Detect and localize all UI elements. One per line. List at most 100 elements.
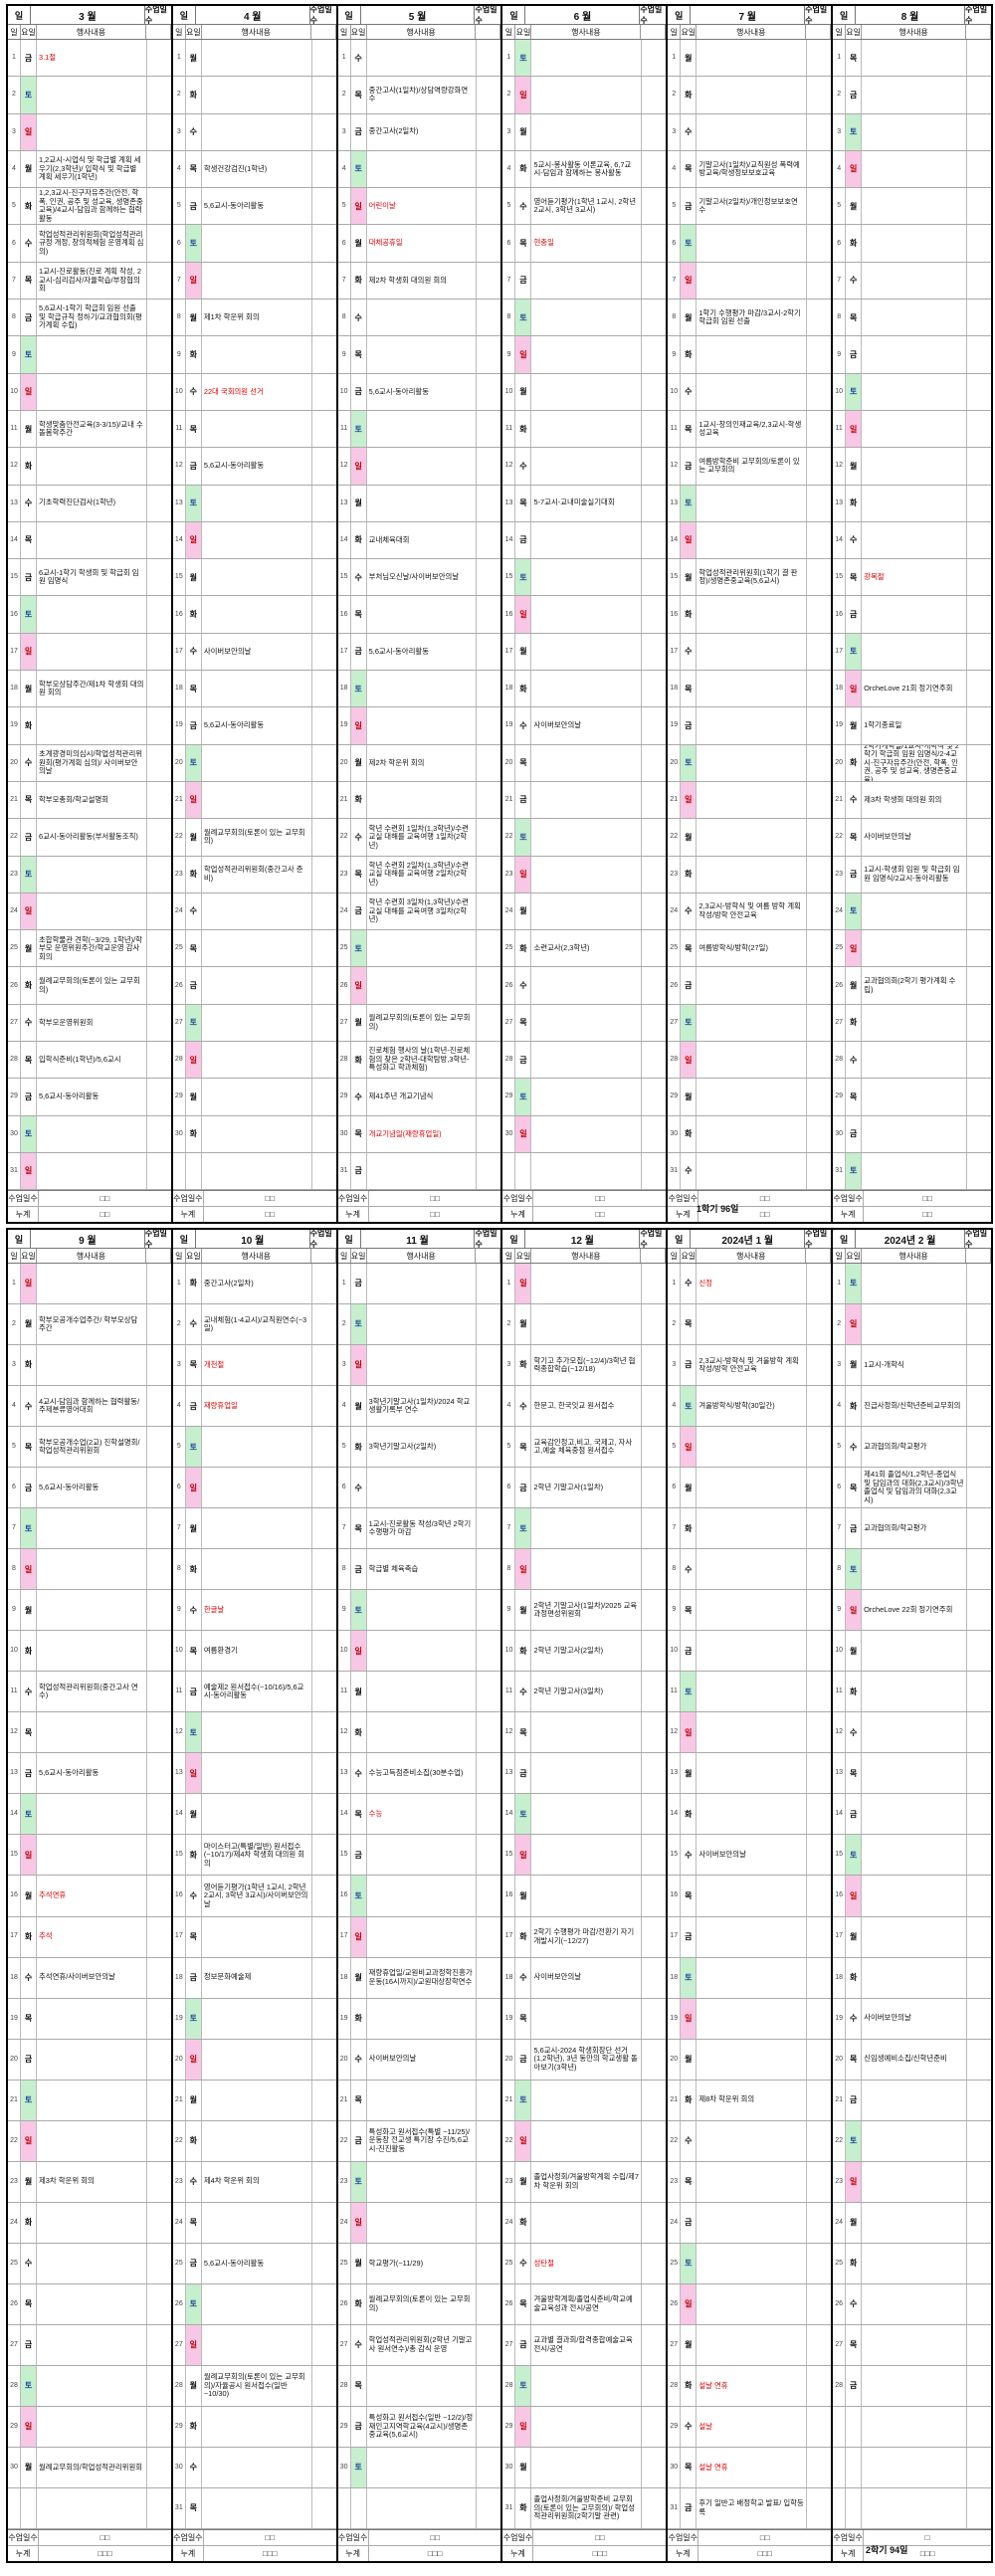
day-number: 12 xyxy=(833,448,847,485)
weekday: 금 xyxy=(681,2487,697,2528)
day-number: 27 xyxy=(8,2324,21,2365)
weekday: 금 xyxy=(351,892,367,930)
event-text xyxy=(37,2366,146,2406)
cumulative-value: □□□ xyxy=(919,2549,935,2558)
weekday: 목 xyxy=(351,1794,367,1835)
weekday: 토 xyxy=(846,633,863,671)
event-text: 광복절 xyxy=(864,572,885,582)
day-row: 28 토 xyxy=(502,2365,667,2407)
event-text: 겨울방학식/방학(30일간) xyxy=(698,1400,775,1410)
day-number: 1 xyxy=(833,1264,847,1304)
day-row: 12 금 여름방학준비 교무회의/토론이 있는 교무회의 xyxy=(668,448,832,486)
weekday: 금 xyxy=(186,188,202,225)
event-text: 한문고, 한국잇교 원서접수 xyxy=(533,1400,615,1410)
day-row: 31 토 xyxy=(833,1152,991,1191)
month-label: 일 xyxy=(502,1230,526,1248)
day-number: 25 xyxy=(338,930,351,967)
weekday: 목 xyxy=(186,150,202,188)
class-day-count xyxy=(641,1876,666,1916)
month-label: 일 xyxy=(502,6,526,24)
event-text xyxy=(531,2081,641,2120)
day-row: 28 화 진로체험 행사의 날(1학년-진로체험의 찾은 2학년-대학탐방,3학년-… xyxy=(337,1042,501,1080)
day-row: 6 수 학업성적관리위원회(학업성적관리규정 개정, 창의적체험 운영계획 심의) xyxy=(8,225,171,263)
day-number: 12 xyxy=(668,448,682,485)
day-number: 17 xyxy=(173,633,186,671)
day-row: 22 월 월례교무회의(토론이 있는 교무회의) xyxy=(172,819,336,857)
day-number: 11 xyxy=(668,410,682,448)
class-day-count xyxy=(145,1004,171,1042)
day-number: 5 xyxy=(833,188,847,225)
event-text xyxy=(202,2284,311,2324)
class-days-header: 수업일수 xyxy=(143,5,171,25)
class-day-count xyxy=(476,1508,500,1549)
event-text xyxy=(202,2081,311,2120)
class-day-count xyxy=(806,1631,831,1672)
day-row: 13 금 xyxy=(502,1753,667,1795)
day-number: 6 xyxy=(833,225,847,262)
day-row: 14 토 xyxy=(502,1794,667,1836)
class-day-count xyxy=(966,1998,991,2039)
day-row: 19 금 5,6교시-동아리활동 xyxy=(172,707,336,745)
day-row: 28 금 xyxy=(833,2365,991,2407)
class-day-count xyxy=(966,1712,991,1753)
weekday: 수 xyxy=(515,188,532,225)
cumulative-label: 누계 xyxy=(833,2546,865,2561)
cumulative-label: 누계 xyxy=(668,1207,699,1222)
day-row: 25 월 학교평가(~11/29) xyxy=(337,2243,501,2284)
class-day-count xyxy=(641,1042,666,1079)
days-col-header xyxy=(806,25,832,39)
event-text xyxy=(531,1116,641,1152)
class-day-count xyxy=(145,2243,171,2283)
weekday: 일 xyxy=(21,2406,37,2447)
event-text xyxy=(37,448,146,484)
day-row: 27 금 xyxy=(8,2324,171,2366)
event-text xyxy=(37,1631,146,1671)
day-row: 17 화 추석 xyxy=(8,1916,171,1958)
day-number: 22 xyxy=(668,2120,682,2161)
event-text xyxy=(531,1876,641,1915)
day-row xyxy=(172,1152,336,1191)
class-day-count xyxy=(966,2243,991,2283)
day-row: 24 목 xyxy=(172,2202,336,2244)
column-headers: 일 요일 행사내용 xyxy=(337,25,501,40)
class-day-count xyxy=(145,1549,171,1590)
day-number: 20 xyxy=(502,744,516,781)
day-row: 20 수 초계광경미의심시/학업성적관리위원회(평가계획 심의)/ 사이버보안의날 xyxy=(8,744,171,782)
day-row: 4 화 5교시-봉사활동 이론교육, 6,7교시-담임과 함께하는 봉사활동 xyxy=(502,150,667,189)
class-day-count xyxy=(966,1079,991,1115)
class-day-count xyxy=(145,1794,171,1835)
weekday: 화 xyxy=(186,2406,202,2447)
day-row: 1 수 신정 xyxy=(668,1264,832,1305)
event-text xyxy=(531,2121,641,2161)
class-day-count xyxy=(641,113,666,150)
weekday: 토 xyxy=(846,373,863,410)
weekday: 화 xyxy=(515,410,532,448)
day-row: 17 토 xyxy=(833,633,991,672)
class-day-count xyxy=(966,2080,991,2120)
event-text xyxy=(696,2244,806,2283)
day-number: 28 xyxy=(668,1042,682,1079)
class-day-count xyxy=(310,1794,336,1835)
event-text xyxy=(367,930,477,966)
class-day-count xyxy=(476,225,500,262)
weekday: 월 xyxy=(351,744,367,781)
day-number: 18 xyxy=(502,671,516,707)
class-day-count xyxy=(476,1304,500,1345)
day-number: 19 xyxy=(502,1998,516,2039)
event-text xyxy=(862,225,966,261)
day-number: 27 xyxy=(338,2324,351,2365)
event-text xyxy=(37,1508,146,1548)
event-text xyxy=(696,1508,806,1548)
class-day-count xyxy=(806,448,831,485)
class-day-count xyxy=(145,1590,171,1631)
cumulative-label: 누계 xyxy=(502,2546,534,2561)
event-text: 학년 수련회 2일차(1,3학년)/수련교실 대해를 교육여행 2일차(2학년) xyxy=(368,860,469,887)
weekday: 화 xyxy=(351,781,367,819)
day-number: 28 xyxy=(338,2365,351,2406)
